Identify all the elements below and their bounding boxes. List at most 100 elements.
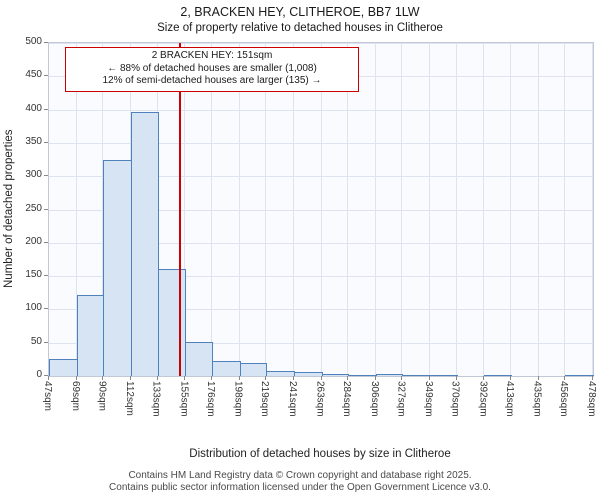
grid-line-vertical (238, 43, 240, 376)
annotation-smaller-share: ← 88% of detached houses are smaller (1,… (107, 62, 317, 74)
grid-line-vertical (347, 43, 349, 376)
histogram-bar (348, 374, 377, 376)
y-tick-mark (44, 208, 48, 210)
y-tick-mark (44, 175, 48, 177)
x-tick-mark (320, 376, 322, 380)
y-tick-mark (44, 308, 48, 310)
x-tick-mark (429, 376, 431, 380)
annotation-larger-share: 12% of semi-detached houses are larger (… (102, 75, 322, 86)
histogram-bar (211, 360, 241, 376)
y-tick-mark (44, 241, 48, 243)
x-tick-mark (265, 376, 267, 380)
x-tick-label: 306sqm (368, 381, 380, 417)
grid-line-vertical (184, 43, 186, 376)
grid-line-vertical (537, 43, 539, 376)
y-tick-label: 250 (25, 202, 42, 214)
grid-line-vertical (210, 43, 212, 376)
x-tick-mark (292, 376, 294, 380)
x-tick-mark (374, 376, 376, 380)
grid-line-vertical (320, 43, 322, 376)
histogram-bar (375, 374, 404, 376)
histogram-bar (266, 371, 295, 376)
x-tick-mark (210, 376, 212, 380)
grid-line-vertical (75, 43, 77, 376)
x-tick-mark (483, 376, 485, 380)
x-tick-label: 392sqm (477, 381, 489, 417)
y-tick-mark (44, 375, 48, 376)
x-tick-label: 176sqm (204, 381, 216, 417)
annotation-box: 2 BRACKEN HEY: 151sqm ← 88% of detached … (65, 47, 359, 92)
histogram-bar (157, 269, 187, 376)
chart-subtitle: Size of property relative to detached ho… (157, 22, 443, 34)
y-tick-label: 150 (25, 269, 42, 281)
y-tick-label: 100 (25, 302, 42, 314)
histogram-bar (103, 159, 133, 376)
histogram-bar (484, 375, 512, 376)
x-tick-mark (564, 376, 566, 380)
x-tick-label: 69sqm (69, 381, 81, 412)
x-tick-label: 435sqm (531, 381, 543, 417)
annotation-property-size: 2 BRACKEN HEY: 151sqm (151, 50, 273, 61)
y-tick-label: 200 (25, 235, 42, 247)
histogram-bar (321, 374, 350, 376)
histogram-bar (49, 359, 78, 376)
x-tick-label: 456sqm (558, 381, 570, 417)
x-tick-label: 327sqm (395, 381, 407, 417)
y-tick-label: 50 (30, 335, 42, 347)
x-tick-label: 133sqm (150, 381, 162, 417)
y-tick-label: 0 (36, 369, 42, 380)
x-axis-label: Distribution of detached houses by size … (189, 448, 451, 460)
x-tick-label: 90sqm (96, 381, 108, 412)
x-tick-label: 284sqm (341, 381, 353, 417)
x-tick-label: 198sqm (232, 381, 244, 417)
y-tick-label: 500 (25, 36, 42, 47)
attribution-line-1: Contains HM Land Registry data © Crown c… (128, 470, 472, 481)
x-tick-label: 155sqm (178, 381, 190, 417)
property-size-marker-line (179, 43, 182, 376)
attribution-footer: Contains HM Land Registry data © Crown c… (0, 470, 600, 493)
y-tick-label: 350 (25, 135, 42, 147)
x-tick-mark (238, 376, 240, 380)
y-tick-mark (44, 108, 48, 110)
histogram-bar (402, 375, 432, 376)
histogram-bar (293, 372, 323, 376)
x-tick-mark (455, 376, 457, 380)
y-tick-mark (44, 141, 48, 143)
y-tick-mark (44, 42, 48, 43)
plot-area: 2 BRACKEN HEY: 151sqm ← 88% of detached … (48, 42, 594, 377)
x-tick-label: 263sqm (314, 381, 326, 417)
y-tick-mark (44, 75, 48, 77)
x-tick-mark (592, 376, 593, 380)
x-tick-mark (537, 376, 539, 380)
histogram-bar (239, 362, 268, 376)
histogram-bar (131, 111, 159, 376)
x-tick-label: 47sqm (42, 381, 53, 412)
x-tick-mark (75, 376, 77, 380)
grid-line-vertical (265, 43, 267, 376)
x-tick-mark (156, 376, 158, 380)
y-tick-mark (44, 341, 48, 343)
grid-line-vertical (509, 43, 511, 376)
x-tick-mark (401, 376, 403, 380)
grid-line-vertical (401, 43, 403, 376)
grid-line-vertical (292, 43, 294, 376)
histogram-bar (185, 342, 213, 376)
x-tick-mark (102, 376, 104, 380)
x-tick-label: 219sqm (259, 381, 271, 417)
x-tick-mark (184, 376, 186, 380)
grid-line-vertical (592, 43, 593, 376)
histogram-bar (565, 375, 594, 376)
x-tick-mark (130, 376, 132, 380)
y-tick-label: 400 (25, 102, 42, 114)
x-tick-mark (347, 376, 349, 380)
x-tick-label: 478sqm (586, 381, 597, 417)
histogram-bar (76, 294, 105, 376)
x-tick-mark (48, 376, 49, 380)
y-tick-label: 300 (25, 169, 42, 181)
attribution-line-2: Contains public sector information licen… (109, 481, 491, 493)
x-tick-label: 413sqm (503, 381, 515, 417)
histogram-bar (430, 375, 458, 376)
chart-title: 2, BRACKEN HEY, CLITHEROE, BB7 1LW (180, 5, 420, 19)
x-tick-label: 370sqm (449, 381, 461, 417)
